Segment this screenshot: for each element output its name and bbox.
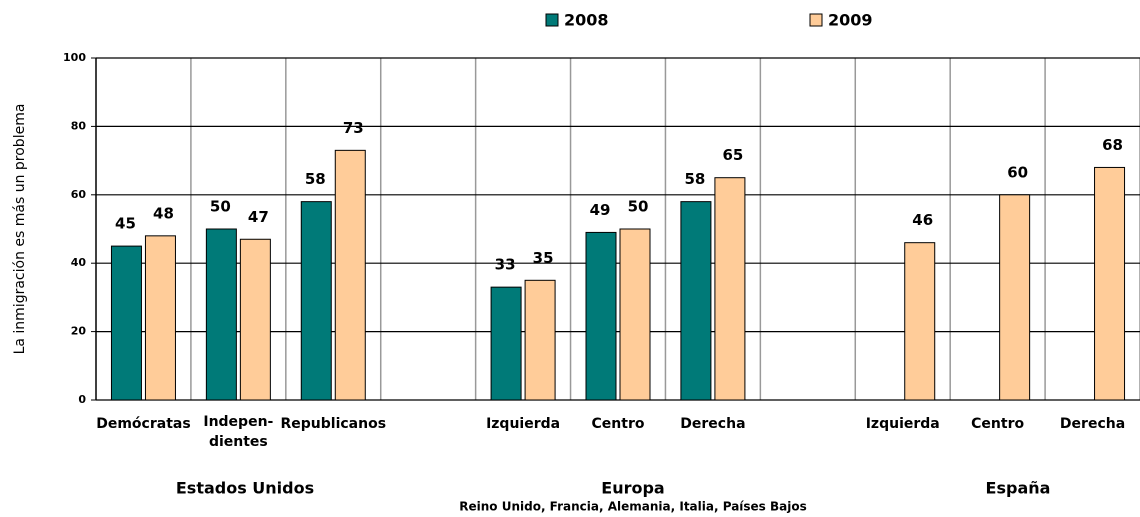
- data-label: 46: [912, 211, 933, 229]
- y-tick-label: 80: [71, 119, 87, 132]
- x-tick-label: Izquierda: [866, 416, 940, 432]
- x-tick-label: dientes: [209, 434, 268, 450]
- data-label: 65: [722, 146, 743, 164]
- bar: [619, 228, 651, 401]
- legend-label: 2009: [828, 11, 873, 30]
- bar: [490, 286, 522, 401]
- bar: [205, 228, 237, 401]
- data-label: 58: [684, 170, 705, 188]
- x-tick-label: Centro: [971, 416, 1024, 432]
- data-label: 68: [1102, 136, 1123, 154]
- data-label: 48: [153, 204, 174, 222]
- x-tick-label: Demócratas: [96, 416, 190, 432]
- data-label: 50: [210, 198, 231, 216]
- bar: [999, 194, 1031, 401]
- legend-swatch: [809, 13, 823, 27]
- bar: [680, 201, 712, 401]
- data-label: 73: [343, 119, 364, 137]
- x-tick-label: Derecha: [1060, 416, 1125, 432]
- data-label: 50: [628, 198, 649, 216]
- x-tick-label: Republicanos: [280, 416, 386, 432]
- group-label: Europa: [601, 479, 664, 498]
- legend-swatch: [545, 13, 559, 27]
- bar: [144, 235, 176, 401]
- x-tick-label: Indepen-: [203, 414, 273, 430]
- group-subtitle: Reino Unido, Francia, Alemania, Italia, …: [459, 500, 807, 514]
- x-tick-label: Centro: [592, 416, 645, 432]
- bar: [239, 238, 271, 401]
- y-tick-label: 60: [71, 188, 87, 201]
- data-label: 45: [115, 215, 136, 233]
- legend-label: 2008: [564, 11, 609, 30]
- bar: [585, 231, 617, 401]
- data-label: 58: [305, 170, 326, 188]
- data-label: 49: [590, 201, 611, 219]
- x-tick-label: Izquierda: [486, 416, 560, 432]
- y-axis-label: La inmigración es más un problema: [12, 104, 28, 355]
- y-tick-label: 40: [71, 256, 87, 269]
- bar: [300, 201, 332, 401]
- bar: [524, 279, 556, 401]
- group-label: Estados Unidos: [176, 479, 314, 498]
- x-tick-label: Derecha: [680, 416, 745, 432]
- data-label: 33: [495, 256, 516, 274]
- bar: [110, 245, 142, 401]
- data-label: 60: [1007, 163, 1028, 181]
- y-tick-label: 0: [78, 393, 86, 406]
- data-label: 47: [248, 208, 269, 226]
- y-tick-label: 20: [71, 325, 87, 338]
- bar: [1094, 166, 1126, 401]
- bar: [714, 177, 746, 401]
- data-label: 35: [533, 249, 554, 267]
- bar: [334, 149, 366, 401]
- group-label: España: [986, 479, 1051, 498]
- y-tick-label: 100: [63, 51, 86, 64]
- bar: [904, 242, 936, 401]
